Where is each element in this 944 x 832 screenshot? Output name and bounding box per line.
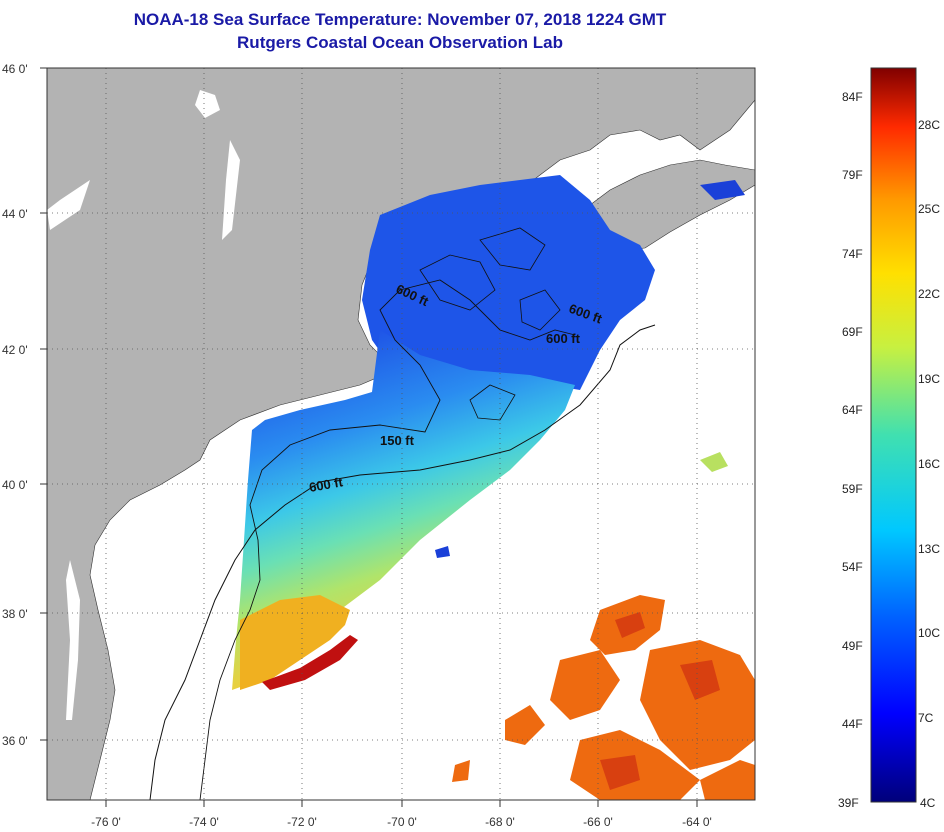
sst-cold-region — [362, 175, 655, 390]
colorbar-f-labels: 84F 79F 74F 69F 64F 59F 54F 49F 44F 39F — [838, 90, 863, 810]
small-patch-east — [700, 452, 728, 472]
lon-label-74: -74 0' — [189, 815, 219, 829]
lat-label-38: 38 0' — [2, 607, 28, 621]
map-frame — [46, 67, 756, 801]
lon-grid — [105, 68, 698, 800]
lat-label-46: 46 0' — [2, 62, 28, 76]
lat-label-40: 40 0' — [2, 478, 28, 492]
lon-label-64: -64 0' — [682, 815, 712, 829]
lon-label-72: -72 0' — [287, 815, 317, 829]
lon-label-68: -68 0' — [485, 815, 515, 829]
shelf-contour-150 — [199, 279, 576, 800]
map-title: NOAA-18 Sea Surface Temperature: Novembe… — [133, 10, 667, 29]
svg-text:79F: 79F — [842, 168, 863, 182]
svg-text:4C: 4C — [920, 796, 936, 810]
svg-text:64F: 64F — [842, 403, 863, 417]
sst-warm-tip — [240, 595, 350, 690]
lat-label-42: 42 0' — [2, 343, 28, 357]
svg-text:25C: 25C — [918, 202, 940, 216]
svg-text:54F: 54F — [842, 560, 863, 574]
svg-text:10C: 10C — [918, 626, 940, 640]
svg-text:39F: 39F — [838, 796, 859, 810]
svg-text:74F: 74F — [842, 247, 863, 261]
colorbar-c-labels: 28C 25C 22C 19C 16C 13C 10C 7C 4C — [918, 118, 940, 810]
lon-label-70: -70 0' — [387, 815, 417, 829]
svg-text:69F: 69F — [842, 325, 863, 339]
sst-hot-edge — [262, 635, 358, 690]
lat-grid — [47, 212, 755, 741]
lon-label-76: -76 0' — [91, 815, 121, 829]
lat-label-36: 36 0' — [2, 734, 28, 748]
svg-text:19C: 19C — [918, 372, 940, 386]
gulf-stream-patches — [452, 595, 755, 800]
chesapeake-bay — [66, 560, 80, 720]
land-mass — [47, 68, 755, 800]
small-patch-ns — [700, 180, 745, 200]
colorbar — [870, 67, 917, 803]
svg-text:28C: 28C — [918, 118, 940, 132]
svg-text:16C: 16C — [918, 457, 940, 471]
contour-label-600-gb: 600 ft — [546, 331, 581, 346]
lon-label-66: -66 0' — [583, 815, 613, 829]
svg-text:59F: 59F — [842, 482, 863, 496]
left-ticks — [40, 67, 47, 741]
svg-text:22C: 22C — [918, 287, 940, 301]
svg-text:44F: 44F — [842, 717, 863, 731]
map-subtitle: Rutgers Coastal Ocean Observation Lab — [237, 33, 563, 52]
bottom-ticks — [105, 800, 698, 807]
contour-label-600-south: 600 ft — [308, 474, 345, 495]
svg-text:84F: 84F — [842, 90, 863, 104]
svg-text:13C: 13C — [918, 542, 940, 556]
contour-label-150: 150 ft — [380, 433, 415, 448]
gulf-of-maine-contours — [419, 227, 561, 421]
warm-accent-patches — [600, 612, 720, 790]
svg-text:49F: 49F — [842, 639, 863, 653]
shelf-contour-600 — [149, 324, 656, 800]
small-patch-blue — [435, 546, 450, 558]
lat-label-44: 44 0' — [2, 207, 28, 221]
svg-text:7C: 7C — [918, 711, 934, 725]
